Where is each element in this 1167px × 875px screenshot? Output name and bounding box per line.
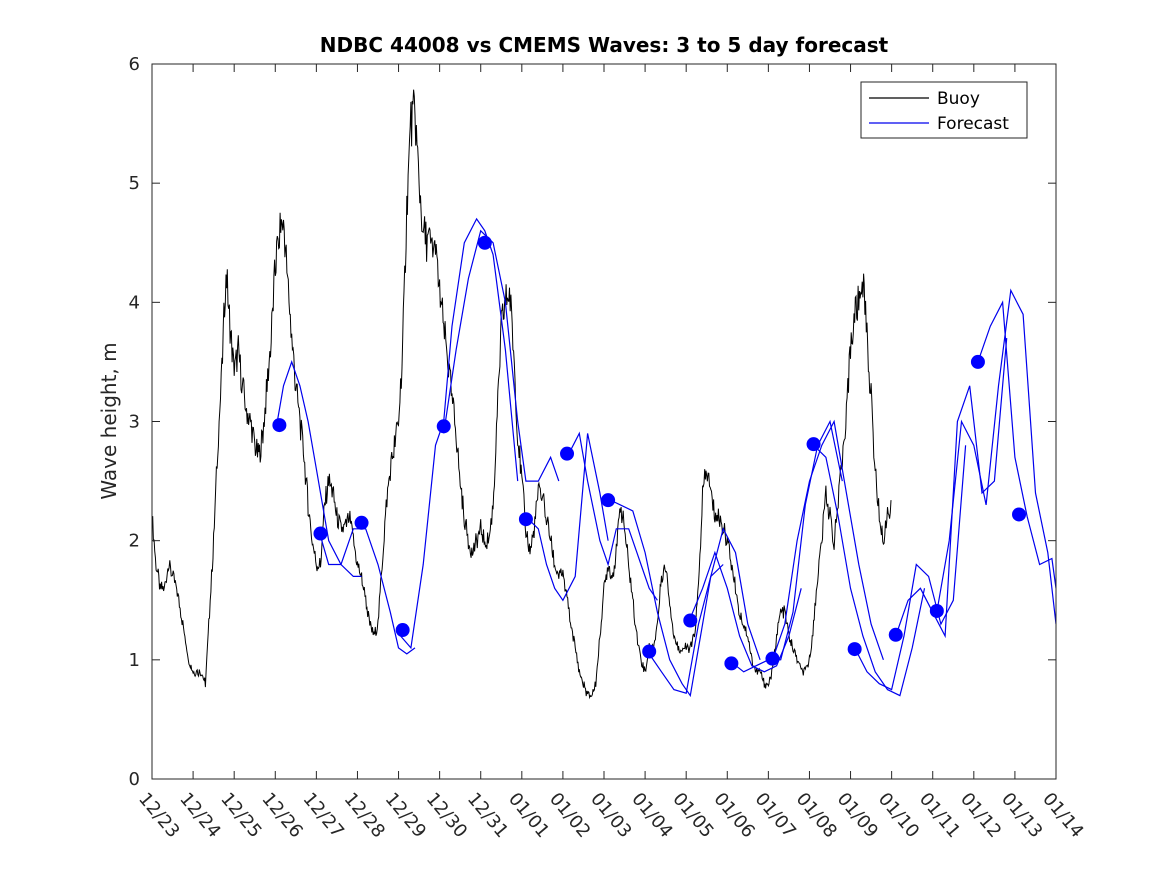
y-tick-label: 4 <box>129 292 140 313</box>
forecast-marker <box>518 512 533 527</box>
x-tick-label: 12/26 <box>257 789 306 842</box>
forecast-marker <box>354 515 369 530</box>
x-tick-label: 01/06 <box>709 789 758 842</box>
x-tick-label: 01/08 <box>792 789 841 842</box>
y-tick-label: 3 <box>129 412 140 433</box>
legend-forecast-label: Forecast <box>937 114 1009 134</box>
x-tick-label: 12/27 <box>299 789 348 842</box>
axes-frame <box>151 63 1057 780</box>
chart-title: NDBC 44008 vs CMEMS Waves: 3 to 5 day fo… <box>320 33 889 57</box>
legend: Buoy Forecast <box>860 81 1028 139</box>
forecast-series-line-16 <box>977 300 1056 589</box>
legend-buoy-label: Buoy <box>937 89 980 109</box>
forecast-series-line-1 <box>276 360 362 578</box>
forecast-series-line-13 <box>854 445 967 691</box>
forecast-marker <box>395 623 410 638</box>
x-tick-label: 01/02 <box>545 789 594 842</box>
forecast-marker <box>272 418 287 433</box>
axes: 012345612/2312/2412/2512/2612/2712/2812/… <box>129 54 1088 842</box>
forecast-series-line-14 <box>895 338 1008 639</box>
forecast-marker <box>560 446 575 461</box>
forecast-series-line-3 <box>400 217 519 650</box>
x-tick-label: 01/09 <box>833 789 882 842</box>
forecast-marker <box>477 235 492 250</box>
buoy-series-line <box>152 89 892 700</box>
x-tick-label: 01/04 <box>627 789 676 842</box>
forecast-series-line-6 <box>566 431 658 601</box>
forecast-marker <box>765 651 780 666</box>
x-tick-label: 12/28 <box>340 789 389 842</box>
forecast-series-line-8 <box>648 527 761 694</box>
forecast-series-line-5 <box>525 433 609 602</box>
x-tick-label: 12/30 <box>422 789 471 842</box>
x-tick-label: 12/29 <box>381 789 430 842</box>
x-tick-label: 12/31 <box>463 789 512 842</box>
forecast-marker <box>847 642 862 657</box>
forecast-marker <box>806 437 821 452</box>
x-tick-label: 12/24 <box>175 789 224 842</box>
forecast-series-line-4 <box>443 229 560 482</box>
forecast-marker <box>436 419 451 434</box>
forecast-marker <box>1012 507 1027 522</box>
y-tick-label: 2 <box>129 531 140 552</box>
forecast-marker <box>888 627 903 642</box>
forecast-marker <box>313 526 328 541</box>
forecast-marker <box>724 656 739 671</box>
forecast-series-line-11 <box>771 419 884 660</box>
forecast-marker <box>601 493 616 508</box>
x-tick-label: 01/05 <box>668 789 717 842</box>
forecast-series-line-15 <box>936 288 1056 625</box>
forecast-series-line-7 <box>607 498 724 698</box>
forecast-series-line-2 <box>317 528 416 655</box>
y-axis-label: Wave height, m <box>97 342 121 499</box>
legend-box <box>860 81 1028 139</box>
x-tick-label: 12/23 <box>134 789 183 842</box>
y-tick-label: 1 <box>129 650 140 671</box>
x-tick-label: 01/07 <box>751 789 800 842</box>
x-tick-label: 01/12 <box>956 789 1005 842</box>
x-tick-label: 01/11 <box>915 789 964 842</box>
plot-area <box>152 89 1056 700</box>
x-tick-label: 01/13 <box>997 789 1046 842</box>
x-tick-label: 12/25 <box>216 789 265 842</box>
forecast-marker <box>642 644 657 659</box>
x-tick-label: 01/01 <box>504 789 553 842</box>
forecast-series-line-12 <box>813 444 926 697</box>
x-tick-label: 01/10 <box>874 789 923 842</box>
forecast-marker <box>970 354 985 369</box>
y-tick-label: 0 <box>129 769 140 790</box>
x-tick-label: 01/14 <box>1038 789 1087 842</box>
x-tick-label: 01/03 <box>586 789 635 842</box>
forecast-series-line-10 <box>731 419 843 673</box>
y-tick-label: 6 <box>129 54 140 75</box>
forecast-marker <box>929 603 944 618</box>
y-tick-label: 5 <box>129 173 140 194</box>
forecast-marker <box>683 613 698 628</box>
